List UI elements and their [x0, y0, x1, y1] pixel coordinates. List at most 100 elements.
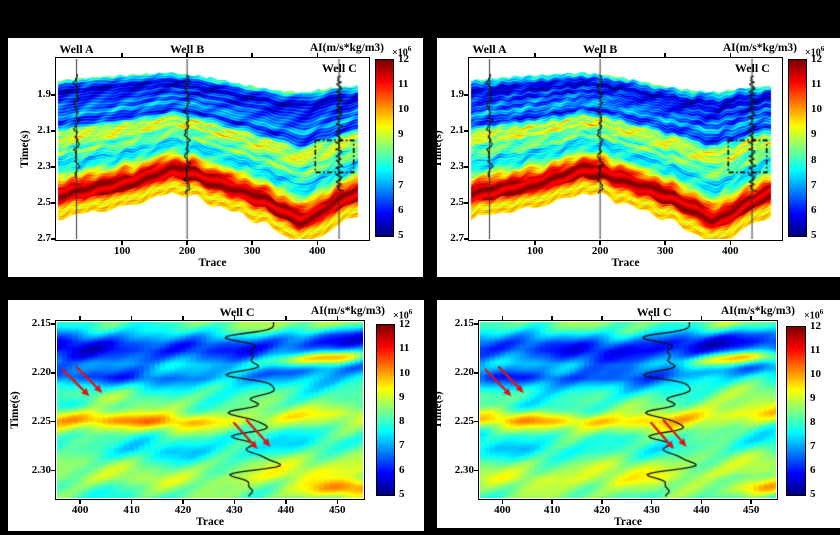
colorbar-tick-label: 10	[811, 103, 822, 116]
colorbar-title: AI(m/s*kg/m3)	[309, 42, 384, 54]
colorbar-tick-label: 6	[399, 463, 405, 476]
x-tick	[285, 316, 287, 320]
colorbar-tick-label: 5	[399, 488, 405, 500]
x-tick	[750, 500, 752, 504]
x-tick	[700, 500, 703, 504]
well-a-label: Well A	[59, 42, 94, 56]
y-tick-label: 1.9	[450, 88, 464, 100]
colorbar-tick-label: 10	[810, 368, 821, 380]
x-tick	[664, 53, 666, 57]
colorbar-tick-label: 9	[810, 392, 816, 404]
y-tick	[51, 166, 55, 168]
x-tick	[336, 316, 339, 320]
y-tick-label: 2.7	[37, 232, 51, 244]
x-tick	[750, 316, 752, 320]
colorbar-frame	[376, 324, 395, 496]
x-tick-label: 300	[243, 245, 261, 257]
plot-frame	[55, 57, 370, 241]
x-tick	[336, 500, 339, 504]
x-tick	[182, 316, 184, 320]
x-tick-label: 400	[71, 504, 89, 516]
x-tick-label: 400	[722, 245, 739, 257]
x-tick	[501, 316, 504, 320]
y-tick-label: 2.3	[37, 160, 51, 172]
x-tick	[501, 500, 504, 504]
x-tick	[316, 241, 318, 245]
y-tick	[51, 469, 55, 472]
colorbar-tick-label: 10	[399, 366, 410, 379]
x-tick	[79, 500, 81, 504]
y-tick	[474, 323, 478, 325]
colorbar-tick-label: 6	[398, 203, 404, 216]
x-tick	[551, 500, 553, 504]
x-tick	[599, 53, 601, 57]
y-tick-label: 2.20	[454, 365, 474, 378]
x-tick-label: 300	[656, 245, 674, 257]
colorbar-tick-label: 12	[810, 320, 821, 332]
well-c-title: Well C	[219, 305, 255, 319]
colorbar-bottom-left	[377, 325, 394, 495]
colorbar-tick-label: 8	[811, 153, 817, 166]
well-b-label: Well B	[582, 42, 618, 56]
x-tick	[650, 500, 653, 504]
x-axis-label: Trace	[196, 516, 224, 528]
x-tick	[285, 500, 287, 504]
x-tick	[700, 316, 703, 320]
x-tick-label: 440	[277, 504, 295, 516]
x-tick-label: 420	[174, 504, 192, 516]
colorbar-title: AI(m/s*kg/m3)	[720, 305, 795, 317]
colorbar-tick-label: 7	[811, 178, 817, 191]
colorbar-exponent: ×106	[805, 45, 825, 59]
colorbar-tick-label: 12	[811, 53, 822, 65]
y-tick-label: 2.20	[31, 365, 51, 378]
colorbar-tick-label: 8	[810, 416, 816, 428]
colorbar-tick-label: 7	[399, 439, 405, 452]
y-tick-label: 2.30	[31, 463, 51, 476]
colorbar-exponent: ×106	[393, 308, 413, 322]
y-tick	[51, 202, 55, 204]
y-tick-label: 2.25	[31, 414, 51, 427]
x-tick	[316, 53, 318, 57]
x-tick-label: 430	[226, 504, 243, 516]
colorbar-exponent: ×106	[804, 308, 824, 322]
y-tick	[474, 469, 478, 472]
colorbar-tick-label: 11	[398, 78, 409, 91]
well-b-label: Well B	[169, 42, 205, 56]
x-tick	[551, 316, 553, 320]
y-tick	[464, 166, 468, 168]
colorbar-tick-label: 11	[810, 344, 821, 356]
y-tick	[51, 238, 55, 240]
x-tick	[233, 500, 236, 504]
x-tick	[729, 53, 731, 57]
x-axis-label: Trace	[611, 257, 640, 269]
seismic-section-canvas-top-left	[57, 59, 368, 239]
y-tick	[51, 372, 55, 374]
seismic-section-canvas-top-right	[470, 59, 781, 239]
y-tick-label: 2.1	[450, 124, 464, 136]
colorbar-tick-label: 6	[810, 464, 816, 476]
x-tick	[130, 500, 133, 504]
y-tick-label: 2.1	[37, 124, 51, 136]
y-tick-label: 2.5	[37, 196, 51, 208]
y-tick-label: 1.9	[37, 88, 51, 100]
seismic-zoom-canvas-bottom-right	[480, 322, 776, 498]
x-tick-label: 100	[113, 245, 131, 257]
x-tick	[121, 53, 123, 57]
colorbar-tick-label: 8	[398, 153, 404, 166]
y-tick-label: 2.5	[450, 196, 464, 208]
y-tick-label: 2.30	[454, 463, 474, 476]
x-axis-label: Trace	[198, 257, 227, 269]
y-tick-label: 2.15	[454, 316, 474, 329]
colorbar-tick-label: 9	[399, 390, 405, 403]
colorbar-tick-label: 12	[398, 53, 409, 65]
colorbar-title: AI(m/s*kg/m3)	[310, 305, 385, 317]
x-tick-label: 410	[543, 504, 561, 516]
x-tick-label: 430	[643, 504, 660, 516]
x-tick-label: 200	[591, 245, 609, 257]
x-tick-label: 410	[123, 504, 140, 516]
y-tick	[51, 323, 55, 325]
y-tick	[474, 420, 478, 423]
x-tick-label: 400	[309, 245, 326, 257]
x-tick	[251, 241, 253, 245]
